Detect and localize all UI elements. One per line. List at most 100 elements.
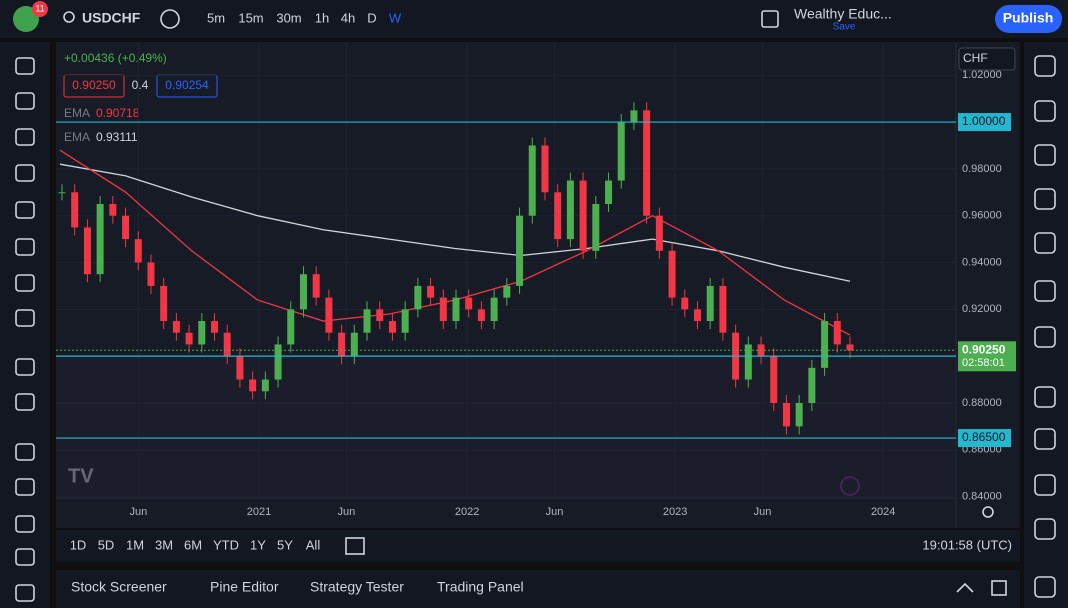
- candle: [439, 289, 447, 330]
- panel-icon[interactable]: [1034, 188, 1056, 210]
- interval[interactable]: 4h: [341, 10, 355, 25]
- panel-tab[interactable]: Trading Panel: [437, 579, 524, 595]
- candle: [71, 184, 79, 236]
- x-tick-label: 2021: [247, 506, 271, 518]
- date-range-icon[interactable]: [345, 537, 365, 555]
- tool-icon[interactable]: [15, 443, 35, 461]
- candle-body: [795, 402, 803, 427]
- interval[interactable]: D: [367, 10, 376, 25]
- candle: [198, 313, 206, 353]
- tool-icon[interactable]: [15, 478, 35, 496]
- y-tick-label: 0.94000: [962, 256, 1002, 268]
- interval[interactable]: 5m: [207, 10, 225, 25]
- candle: [58, 184, 66, 201]
- range-button[interactable]: 5Y: [277, 537, 293, 552]
- x-tick-label: Jun: [338, 506, 356, 518]
- candle: [503, 277, 511, 306]
- range-button[interactable]: 1D: [70, 537, 87, 552]
- tool-icon[interactable]: [15, 92, 35, 110]
- range-button[interactable]: 1Y: [250, 537, 266, 552]
- bid[interactable]: 0.90250: [72, 78, 116, 92]
- clock: 19:01:58 (UTC): [922, 537, 1012, 552]
- save-label[interactable]: Save: [833, 22, 856, 33]
- panel-icon[interactable]: [1034, 326, 1056, 348]
- tool-icon[interactable]: [15, 584, 35, 602]
- panel-tab[interactable]: Pine Editor: [210, 579, 279, 595]
- x-tick-label: Jun: [754, 506, 772, 518]
- candle-body: [477, 309, 485, 322]
- level-label: 1.00000: [962, 114, 1006, 128]
- range-button[interactable]: 6M: [184, 537, 202, 552]
- tool-icon[interactable]: [15, 274, 35, 292]
- range-button[interactable]: 5D: [98, 537, 115, 552]
- panel-tab[interactable]: Strategy Tester: [310, 579, 404, 595]
- interval[interactable]: 30m: [276, 10, 301, 25]
- search-icon[interactable]: [63, 11, 75, 23]
- range-button[interactable]: All: [306, 537, 321, 552]
- tool-icon[interactable]: [15, 393, 35, 411]
- panel-icon[interactable]: [1034, 474, 1056, 496]
- candle-body: [630, 110, 638, 123]
- panel-icon[interactable]: [1034, 232, 1056, 254]
- x-tick-label: 2022: [455, 506, 479, 518]
- range-button[interactable]: 3M: [155, 537, 173, 552]
- candle: [579, 172, 587, 259]
- panel-icon[interactable]: [1034, 518, 1056, 540]
- ask[interactable]: 0.90254: [165, 78, 209, 92]
- candle-body: [808, 367, 816, 403]
- bottom-panel: [56, 570, 1020, 608]
- panel-icon[interactable]: [1034, 576, 1056, 598]
- candle-body: [541, 145, 549, 193]
- range-button[interactable]: YTD: [213, 537, 239, 552]
- avatar[interactable]: [13, 6, 39, 32]
- candle: [693, 301, 701, 330]
- candle: [223, 324, 231, 365]
- currency-box[interactable]: [958, 47, 1016, 71]
- candle-body: [668, 250, 676, 298]
- maximize-icon[interactable]: [991, 580, 1007, 596]
- candle-body: [821, 321, 829, 368]
- tool-icon[interactable]: [15, 309, 35, 327]
- publish-button[interactable]: [995, 5, 1062, 33]
- candle: [147, 254, 155, 294]
- tool-icon[interactable]: [15, 128, 35, 146]
- tool-icon[interactable]: [15, 238, 35, 256]
- candle-body: [376, 309, 384, 322]
- candle: [122, 207, 130, 248]
- panel-icon[interactable]: [1034, 386, 1056, 408]
- panel-icon[interactable]: [1034, 280, 1056, 302]
- currency[interactable]: CHF: [963, 51, 988, 65]
- tool-icon[interactable]: [15, 548, 35, 566]
- collapse-icon[interactable]: [956, 582, 974, 593]
- settings-icon[interactable]: [982, 506, 994, 518]
- tool-icon[interactable]: [15, 201, 35, 219]
- candle-body: [388, 321, 396, 333]
- tool-icon[interactable]: [15, 358, 35, 376]
- workspace[interactable]: Wealthy Educ...: [794, 6, 892, 22]
- candle-body: [465, 297, 473, 310]
- panel-icon[interactable]: [1034, 100, 1056, 122]
- add-symbol[interactable]: [160, 9, 180, 29]
- candle-body: [261, 379, 269, 392]
- tool-icon[interactable]: [15, 164, 35, 182]
- panel-icon[interactable]: [1034, 55, 1056, 77]
- layout-icon[interactable]: [761, 10, 779, 28]
- interval[interactable]: 15m: [238, 10, 263, 25]
- interval[interactable]: 1h: [315, 10, 329, 25]
- tool-icon[interactable]: [15, 57, 35, 75]
- candle: [477, 301, 485, 330]
- tool-icon[interactable]: [15, 515, 35, 533]
- range-button[interactable]: 1M: [126, 537, 144, 552]
- candle: [744, 336, 752, 388]
- candle: [643, 102, 651, 224]
- panel-icon[interactable]: [1034, 428, 1056, 450]
- candle-body: [706, 285, 714, 322]
- panel-icon[interactable]: [1034, 144, 1056, 166]
- candle-body: [223, 332, 231, 357]
- candle: [668, 242, 676, 306]
- symbol[interactable]: USDCHF: [82, 10, 141, 26]
- panel-tab[interactable]: Stock Screener: [71, 579, 167, 595]
- interval[interactable]: W: [389, 10, 402, 25]
- countdown: 02:58:01: [962, 357, 1005, 369]
- publish-label[interactable]: Publish: [1003, 10, 1054, 26]
